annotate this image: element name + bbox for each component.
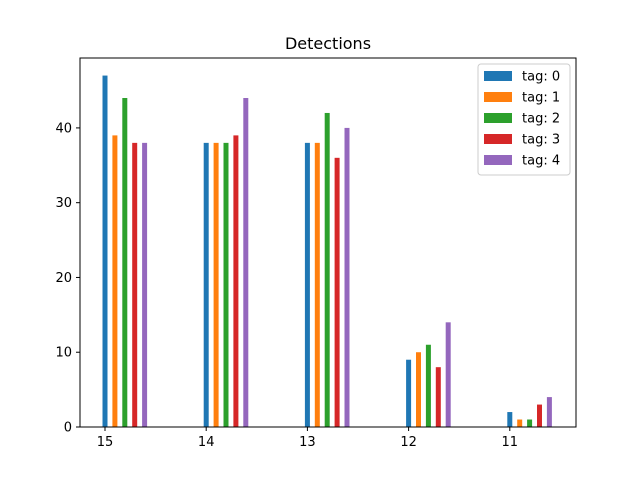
bar-tag-4-13 <box>344 127 350 427</box>
bar-tag-0-13 <box>304 142 310 427</box>
bar-tag-4-15 <box>142 142 148 427</box>
bar-tag-2-12 <box>425 344 431 427</box>
bar-tag-0-15 <box>102 75 108 427</box>
bar-tag-3-12 <box>435 367 441 427</box>
bar-tag-4-11 <box>546 397 552 427</box>
bar-tag-3-14 <box>233 135 239 427</box>
axes-layer: 15 14 13 12 11 0 10 20 30 40 <box>55 121 518 450</box>
bar-tag-0-14 <box>203 142 209 427</box>
x-tick-label: 12 <box>400 435 417 450</box>
bar-tag-1-15 <box>112 135 118 427</box>
legend-box <box>477 63 571 176</box>
y-tick-label: 10 <box>55 346 72 361</box>
bar-tag-2-11 <box>527 419 533 427</box>
bar-tag-1-14 <box>213 142 219 427</box>
legend-swatch <box>484 71 512 81</box>
bar-tag-0-12 <box>406 359 412 427</box>
bar-tag-2-15 <box>122 98 128 427</box>
legend-label: tag: 0 <box>522 70 560 85</box>
bar-tag-1-12 <box>416 352 421 427</box>
y-tick-label: 40 <box>55 121 72 136</box>
bar-tag-4-12 <box>445 322 451 427</box>
x-tick-label: 11 <box>502 435 519 450</box>
legend-swatch <box>484 134 512 144</box>
bar-tag-1-11 <box>517 419 523 427</box>
plot-frame <box>79 57 577 428</box>
y-tick-label: 30 <box>55 196 72 211</box>
legend-label: tag: 1 <box>522 91 560 106</box>
x-tick-label: 14 <box>198 435 215 450</box>
bar-tag-2-13 <box>324 112 330 428</box>
legend-label: tag: 3 <box>522 133 560 148</box>
legend-swatch <box>484 113 512 123</box>
x-tick-label: 15 <box>97 435 114 450</box>
bar-tag-3-13 <box>334 157 340 427</box>
bar-tag-1-13 <box>314 142 320 427</box>
legend: tag: 0 tag: 1 tag: 2 tag: 3 tag: 4 <box>477 63 571 176</box>
x-tick-label: 13 <box>299 435 316 450</box>
legend-swatch <box>484 155 512 165</box>
bars-layer <box>102 75 552 428</box>
legend-label: tag: 4 <box>522 154 560 169</box>
bar-tag-3-11 <box>537 404 542 427</box>
bar-tag-2-14 <box>223 142 229 427</box>
bar-tag-3-15 <box>132 142 138 427</box>
legend-swatch <box>484 92 512 102</box>
legend-label: tag: 2 <box>522 112 560 127</box>
y-tick-label: 0 <box>64 421 72 436</box>
bar-tag-4-14 <box>243 98 249 427</box>
y-tick-label: 20 <box>55 271 72 286</box>
bar-tag-0-11 <box>507 412 513 427</box>
chart-title: Detections <box>285 34 371 53</box>
